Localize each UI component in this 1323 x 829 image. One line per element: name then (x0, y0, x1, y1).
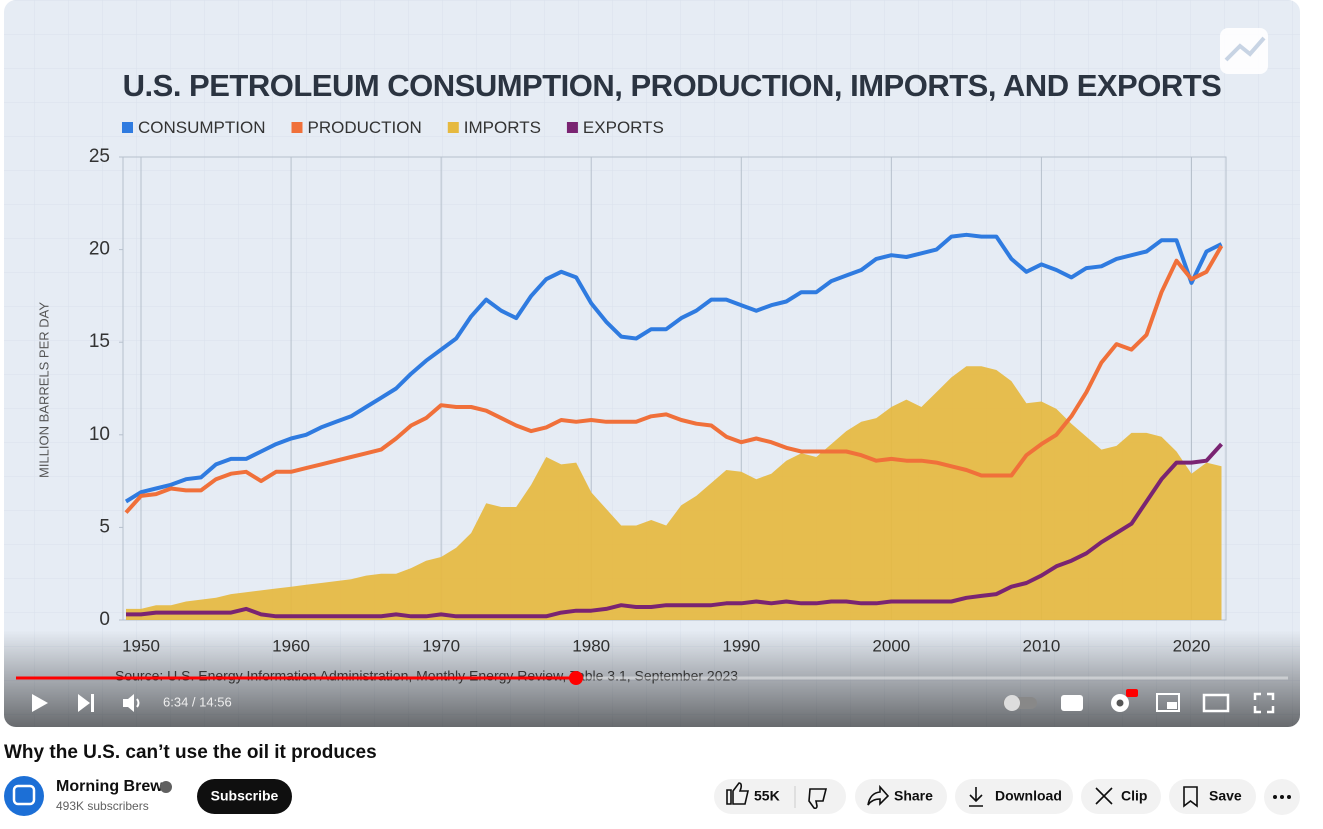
clip-button[interactable] (1081, 779, 1161, 814)
legend-label: IMPORTS (464, 118, 541, 137)
channel-name[interactable]: Morning Brew (56, 778, 163, 795)
legend-swatch (566, 122, 578, 133)
series-line (124, 244, 1224, 514)
y-tick-label: 0 (99, 609, 110, 630)
settings-button[interactable] (1111, 689, 1138, 712)
y-tick-label: 15 (89, 331, 110, 352)
download-label: Download (995, 788, 1062, 804)
subscribe-label: Subscribe (211, 788, 279, 804)
more-icon (1273, 795, 1291, 799)
download-icon (969, 787, 983, 807)
time-display: 6:34 / 14:56 (163, 694, 232, 709)
save-icon (1183, 786, 1198, 808)
clip-label: Clip (1121, 788, 1147, 804)
y-axis-label: MILLION BARRELS PER DAY (36, 302, 51, 478)
dislike-icon[interactable] (808, 788, 828, 810)
next-button[interactable] (78, 694, 94, 712)
legend-label: PRODUCTION (308, 118, 422, 137)
series-line (124, 232, 1223, 504)
y-tick-label: 5 (99, 516, 110, 537)
subscribe-button[interactable] (197, 779, 292, 814)
clip-icon (1095, 787, 1113, 805)
imports-area (126, 366, 1222, 620)
save-label: Save (1209, 788, 1242, 804)
download-button[interactable] (955, 779, 1073, 814)
share-icon (867, 784, 890, 806)
legend-swatch (291, 122, 303, 133)
video-title: Why the U.S. can’t use the oil it produc… (4, 742, 377, 763)
miniplayer-button[interactable] (1156, 693, 1180, 712)
verified-badge (160, 781, 172, 793)
channel-avatar[interactable] (4, 776, 44, 816)
y-tick-label: 10 (89, 424, 110, 445)
y-tick-label: 20 (89, 239, 110, 260)
share-label: Share (894, 788, 933, 804)
theater-button[interactable] (1202, 693, 1230, 713)
y-tick-label: 25 (89, 146, 110, 167)
like-count: 55K (754, 788, 780, 804)
fullscreen-button[interactable] (1253, 692, 1275, 714)
video-player[interactable]: U.S. PETROLEUM CONSUMPTION, PRODUCTION, … (4, 0, 1300, 727)
legend-swatch (447, 122, 459, 133)
progress-handle[interactable] (569, 671, 583, 685)
legend-label: EXPORTS (583, 118, 664, 137)
legend-label: CONSUMPTION (138, 118, 266, 137)
autoplay-toggle[interactable] (1003, 695, 1037, 711)
channel-logo (1220, 28, 1268, 74)
subscriber-count: 493K subscribers (56, 799, 149, 813)
play-button[interactable] (32, 694, 48, 712)
like-icon (726, 782, 750, 805)
volume-button[interactable] (123, 694, 140, 712)
legend-swatch (122, 122, 133, 133)
series-line (126, 442, 1223, 619)
share-button[interactable] (855, 779, 947, 814)
chart-title: U.S. PETROLEUM CONSUMPTION, PRODUCTION, … (123, 68, 1222, 103)
captions-button[interactable] (1061, 695, 1083, 711)
